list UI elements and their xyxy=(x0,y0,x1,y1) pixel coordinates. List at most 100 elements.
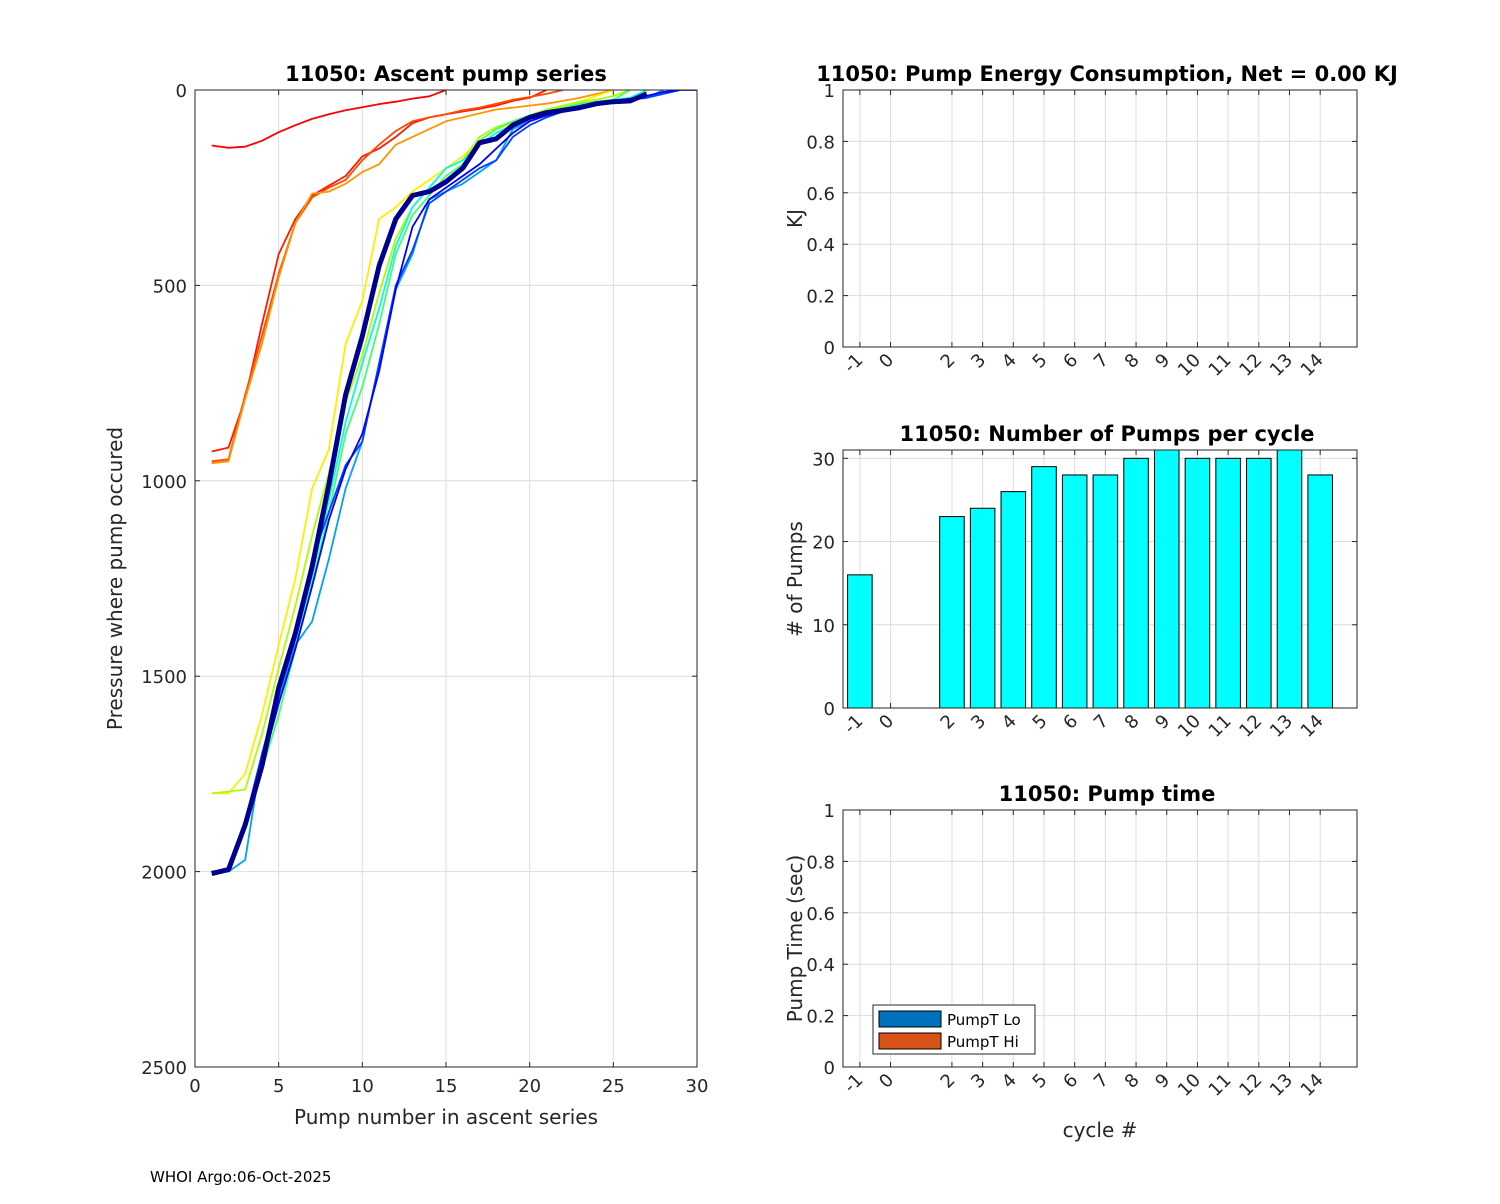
x-tick-label: 0 xyxy=(875,350,898,373)
x-tick-label: 2 xyxy=(937,350,960,373)
y-tick-label: 30 xyxy=(812,449,835,470)
x-tick-label: 10 xyxy=(1174,1070,1205,1101)
x-tick-label: 5 xyxy=(1029,711,1052,734)
y-tick-label: 2000 xyxy=(141,863,187,884)
y-tick-label: 0 xyxy=(824,338,835,359)
x-tick-label: 2 xyxy=(937,711,960,734)
x-tick-label: 14 xyxy=(1297,711,1328,742)
bar-cycle-5 xyxy=(1031,466,1057,709)
y-tick-label: 0.8 xyxy=(806,852,835,873)
y-tick-label: 1500 xyxy=(141,667,187,688)
y-tick-label: 10 xyxy=(812,616,835,637)
x-tick-label: 0 xyxy=(189,1076,200,1097)
y-tick-label: 0 xyxy=(824,699,835,720)
x-tick-label: 11 xyxy=(1205,1070,1236,1101)
x-tick-label: 4 xyxy=(998,350,1021,373)
y-tick-label: 2500 xyxy=(141,1058,187,1079)
x-tick-label: 0 xyxy=(875,1070,898,1093)
y-tick-label: 0.2 xyxy=(806,1007,835,1028)
x-tick-label: 8 xyxy=(1121,711,1144,734)
x-tick-label: 13 xyxy=(1266,711,1297,742)
y-tick-label: 0 xyxy=(824,1058,835,1079)
x-tick-label: 2 xyxy=(937,1070,960,1093)
x-tick-label: 14 xyxy=(1297,350,1328,381)
plot-area xyxy=(843,90,1357,347)
axes-box xyxy=(842,449,1358,709)
y-tick-label: 0 xyxy=(176,81,187,102)
bar-cycle-9 xyxy=(1153,449,1180,709)
y-axis-label: Pump Time (sec) xyxy=(783,855,807,1023)
bar-cycle--1 xyxy=(847,574,873,709)
x-tick-label: 5 xyxy=(1029,350,1052,373)
y-tick-label: 500 xyxy=(153,276,187,297)
x-tick-label: 25 xyxy=(602,1076,625,1097)
y-tick-label: 0.4 xyxy=(806,955,835,976)
series-line-red3 xyxy=(211,90,564,463)
footer-text: WHOI Argo:06-Oct-2025 xyxy=(150,1168,331,1186)
y-tick-label: 0.4 xyxy=(806,235,835,256)
bar-cycle-13 xyxy=(1276,449,1303,709)
legend-swatch-0 xyxy=(878,1010,942,1028)
chart-title: 11050: Ascent pump series xyxy=(285,62,607,86)
bar-cycle-14 xyxy=(1307,474,1333,709)
x-tick-label: 10 xyxy=(351,1076,374,1097)
x-tick-label: 7 xyxy=(1090,350,1113,373)
x-tick-label: 15 xyxy=(435,1076,458,1097)
x-tick-label: 11 xyxy=(1205,711,1236,742)
x-tick-label: 9 xyxy=(1151,350,1174,373)
axes-box xyxy=(194,89,698,1068)
x-tick-label: 30 xyxy=(686,1076,709,1097)
legend-swatch-1 xyxy=(878,1032,942,1050)
bar-cycle-10 xyxy=(1184,457,1211,709)
x-tick-label: 12 xyxy=(1235,1070,1266,1101)
x-tick-label: 13 xyxy=(1266,350,1297,381)
y-tick-label: 0.8 xyxy=(806,132,835,153)
y-tick-label: 1000 xyxy=(141,472,187,493)
x-tick-label: 12 xyxy=(1235,350,1266,381)
bar-cycle-7 xyxy=(1092,474,1119,709)
x-tick-label: 3 xyxy=(967,1070,990,1093)
y-tick-label: 0.6 xyxy=(806,184,835,205)
x-tick-label: 4 xyxy=(998,711,1021,734)
bar-cycle-8 xyxy=(1123,457,1149,709)
x-axis-label: Pump number in ascent series xyxy=(294,1105,598,1129)
x-tick-label: 9 xyxy=(1151,1070,1174,1093)
x-tick-label: 8 xyxy=(1121,350,1144,373)
pump-time-chart: -1 0 2 3 4 5 6 7 8 9 10 11 12 13 1400.20.40.60.8111050… xyxy=(783,782,1358,1142)
bar-cycle-2 xyxy=(939,516,965,709)
x-axis-label: cycle # xyxy=(1063,1118,1138,1142)
y-tick-label: 0.6 xyxy=(806,904,835,925)
x-tick-label: 7 xyxy=(1090,711,1113,734)
x-tick-label: 12 xyxy=(1235,711,1266,742)
x-tick-label: 11 xyxy=(1205,350,1236,381)
y-tick-label: 0.2 xyxy=(806,287,835,308)
y-axis-label: # of Pumps xyxy=(783,521,807,637)
x-tick-label: 20 xyxy=(518,1076,541,1097)
x-tick-label: 5 xyxy=(273,1076,284,1097)
x-tick-label: -1 xyxy=(840,711,868,739)
x-tick-label: 5 xyxy=(1029,1070,1052,1093)
ascent-pump-series-chart: 0 5 10 15 20 25 30 0 500 1000 1500 2000 2500 11050: A… xyxy=(103,62,708,1129)
x-tick-label: 14 xyxy=(1297,1070,1328,1101)
x-tick-label: -1 xyxy=(840,350,868,378)
series-line-red2 xyxy=(211,90,547,453)
legend-label: PumpT Hi xyxy=(947,1033,1019,1051)
x-tick-label: 8 xyxy=(1121,1070,1144,1093)
x-tick-label: 10 xyxy=(1174,711,1205,742)
bar-cycle-12 xyxy=(1246,457,1272,709)
x-tick-label: 9 xyxy=(1151,711,1174,734)
y-tick-label: 1 xyxy=(824,801,835,822)
chart-title: 11050: Number of Pumps per cycle xyxy=(899,422,1314,446)
x-tick-label: 4 xyxy=(998,1070,1021,1093)
x-tick-label: 10 xyxy=(1174,350,1205,381)
series-line-navy-latest xyxy=(211,91,648,877)
series-line-red1 xyxy=(211,90,447,149)
y-axis-label: Pressure where pump occured xyxy=(103,427,127,730)
pump-energy-chart: -1 0 2 3 4 5 6 7 8 9 10 11 12 13 1400.20.40.60.8111050… xyxy=(783,62,1398,381)
x-tick-label: 3 xyxy=(967,711,990,734)
x-tick-label: -1 xyxy=(840,1070,868,1098)
axes-box xyxy=(842,89,1358,348)
legend: PumpT Lo PumpT Hi xyxy=(872,1004,1036,1055)
